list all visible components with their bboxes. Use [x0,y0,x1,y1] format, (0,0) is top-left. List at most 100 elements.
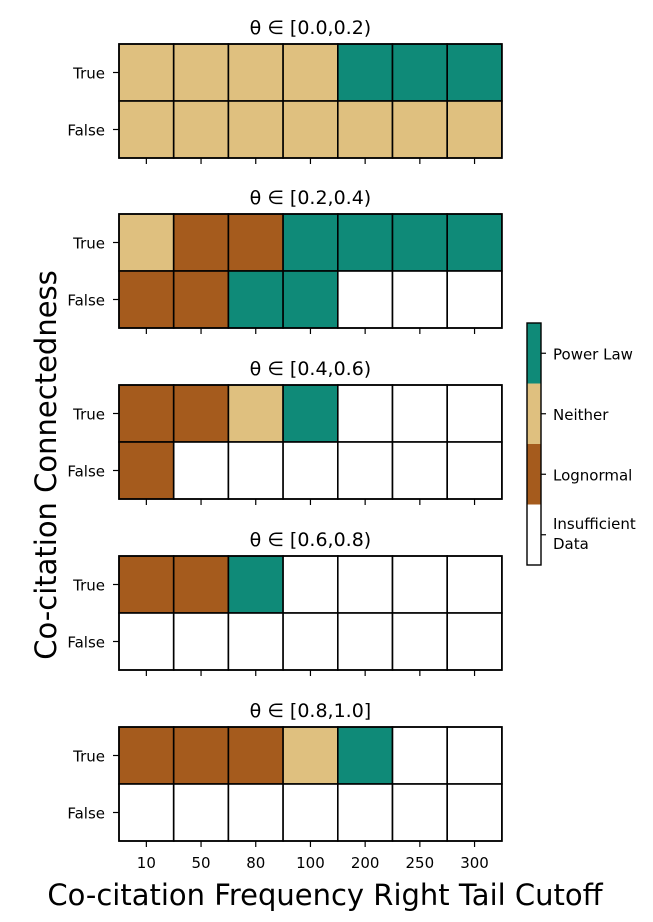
heatmap-cell [118,43,175,102]
heatmap-cell [227,384,284,443]
heatmap-cell [336,783,394,842]
heatmap-cell [446,213,503,272]
heatmap-cell [227,100,284,159]
heatmap-cell [446,555,503,614]
heatmap-cell [282,441,339,500]
heatmap-cell [446,441,503,500]
heatmap-cell [118,100,175,159]
panel-4: θ ∈ [0.8,1.0] True False 10 50 80 100 200 250 300 [67,700,503,872]
heatmap-cell [227,783,284,842]
heatmap-cell [172,100,230,159]
heatmap-cell [282,43,339,102]
heatmap-cell [446,612,503,671]
heatmap-cell [282,612,339,671]
y-tick-label: True [72,577,105,595]
heatmap-cell [282,726,339,785]
heatmap-cell [227,555,284,614]
heatmap-cell [336,213,394,272]
heatmap-cell [172,270,230,329]
heatmap-cell [391,270,449,329]
heatmap-cell [118,555,175,614]
panel-3: θ ∈ [0.6,0.8) True False [67,529,503,676]
heatmap-cell [336,100,394,159]
heatmap-cell [446,783,503,842]
x-tick-label: 250 [406,854,435,872]
heatmap-cell [172,555,230,614]
heatmap-cell [172,612,230,671]
heatmap-cell [118,270,175,329]
x-tick-label: 300 [460,854,489,872]
legend-label: Neither [553,406,609,424]
heatmap-cell [446,100,503,159]
heatmap-cell [446,726,503,785]
heatmap-cell [118,441,175,500]
y-tick-label: True [72,748,105,766]
heatmap-cell [336,726,394,785]
heatmap-cell [391,213,449,272]
x-tick-label: 50 [192,854,211,872]
legend-frame [526,322,542,566]
heatmap-cell [227,441,284,500]
panel-title: θ ∈ [0.0,0.2) [250,17,372,39]
heatmap-cell [172,43,230,102]
legend-label: Lognormal [553,466,632,484]
heatmap-cell [336,270,394,329]
legend: Power Law Neither Lognormal Insufficient Dat… [526,322,636,566]
legend-swatch-power-law [527,323,541,384]
heatmap-cell [391,555,449,614]
legend-label: Power Law [553,345,633,363]
x-tick-label: 10 [137,854,156,872]
heatmap-cell [336,555,394,614]
heatmap-panels: θ ∈ [0.0,0.2) True False θ ∈ [0.2,0.4) True F… [67,17,503,872]
heatmap-cell [118,384,175,443]
legend-label: Insufficient Data [553,515,636,553]
heatmap-cell [391,43,449,102]
heatmap-cell [172,783,230,842]
x-tick-label: 200 [351,854,380,872]
heatmap-cell [282,783,339,842]
heatmap-cell [336,612,394,671]
heatmap-cell [227,612,284,671]
y-tick-label: False [67,122,105,140]
panel-title: θ ∈ [0.6,0.8) [250,529,372,551]
heatmap-cell [282,270,339,329]
legend-swatch-lognormal [527,444,541,505]
y-tick-label: False [67,463,105,481]
heatmap-cell [336,43,394,102]
heatmap-cell [227,43,284,102]
heatmap-cell [391,441,449,500]
heatmap-cell [391,783,449,842]
y-tick-label: False [67,634,105,652]
heatmap-cell [336,441,394,500]
heatmap-cell [118,213,175,272]
panel-0: θ ∈ [0.0,0.2) True False [67,17,503,164]
x-axis-label: Co-citation Frequency Right Tail Cutoff [47,878,603,912]
y-tick-label: True [72,65,105,83]
heatmap-cell [118,783,175,842]
heatmap-cell [282,100,339,159]
heatmap-cell [282,384,339,443]
heatmap-cell [172,726,230,785]
heatmap-cell [118,612,175,671]
panel-2: θ ∈ [0.4,0.6) True False [67,358,503,505]
panel-title: θ ∈ [0.2,0.4) [250,187,372,209]
panel-1: θ ∈ [0.2,0.4) True False [67,187,503,334]
heatmap-cell [227,213,284,272]
heatmap-cell [336,384,394,443]
heatmap-cell [391,612,449,671]
y-tick-label: False [67,805,105,823]
x-tick-label: 100 [296,854,325,872]
heatmap-cell [172,441,230,500]
heatmap-cell [172,213,230,272]
heatmap-cell [391,726,449,785]
heatmap-cell [282,213,339,272]
panel-title: θ ∈ [0.4,0.6) [250,358,372,380]
heatmap-cell [172,384,230,443]
heatmap-cell [282,555,339,614]
y-tick-label: True [72,235,105,253]
heatmap-cell [227,726,284,785]
panel-title: θ ∈ [0.8,1.0] [250,700,372,722]
legend-swatch-insufficient [527,504,541,565]
heatmap-cell [227,270,284,329]
